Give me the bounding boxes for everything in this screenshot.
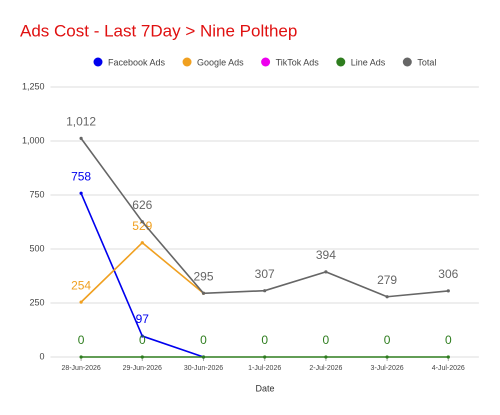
point bbox=[140, 355, 144, 359]
point bbox=[324, 270, 328, 274]
y-tick-label: 500 bbox=[29, 243, 44, 253]
data-label: 279 bbox=[377, 273, 397, 287]
data-label: 529 bbox=[132, 219, 152, 233]
point bbox=[201, 355, 206, 359]
x-axis-label: Date bbox=[255, 383, 274, 393]
data-label: 0 bbox=[261, 333, 268, 347]
data-label: 0 bbox=[445, 333, 452, 347]
x-tick-label: 29-Jun-2026 bbox=[123, 365, 162, 372]
data-label: 254 bbox=[71, 278, 91, 292]
point bbox=[385, 295, 389, 299]
y-tick-label: 750 bbox=[29, 189, 44, 199]
legend-marker bbox=[402, 57, 412, 67]
y-tick-label: 1,250 bbox=[22, 81, 45, 91]
point bbox=[263, 289, 267, 293]
x-tick-label: 30-Jun-2026 bbox=[184, 365, 223, 372]
data-label: 0 bbox=[78, 333, 85, 347]
legend-marker bbox=[93, 57, 103, 67]
point bbox=[140, 220, 144, 224]
legend-label: Line Ads bbox=[351, 57, 386, 67]
point bbox=[79, 355, 83, 359]
x-tick-label: 2-Jul-2026 bbox=[309, 365, 342, 372]
data-label: 758 bbox=[71, 169, 91, 183]
point bbox=[324, 355, 328, 359]
legend-marker bbox=[261, 57, 271, 67]
data-label: 0 bbox=[200, 333, 207, 347]
data-label: 0 bbox=[323, 333, 330, 347]
y-tick-label: 250 bbox=[29, 297, 44, 307]
data-label: 306 bbox=[438, 267, 458, 281]
x-tick-label: 3-Jul-2026 bbox=[371, 365, 404, 372]
point bbox=[263, 355, 267, 359]
data-label: 0 bbox=[139, 333, 146, 347]
legend-label: Google Ads bbox=[197, 57, 244, 67]
point bbox=[201, 291, 206, 295]
point bbox=[446, 289, 450, 293]
y-tick-label: 1,000 bbox=[22, 135, 45, 145]
data-label: 626 bbox=[132, 198, 152, 212]
point bbox=[79, 191, 83, 195]
point bbox=[140, 334, 144, 338]
x-tick-label: 1-Jul-2026 bbox=[248, 365, 281, 372]
legend-marker bbox=[182, 57, 192, 67]
legend-marker bbox=[336, 57, 346, 67]
data-label: 307 bbox=[255, 267, 275, 281]
x-tick-label: 4-Jul-2026 bbox=[432, 365, 465, 372]
data-label: 1,012 bbox=[66, 115, 96, 129]
y-tick-label: 0 bbox=[39, 351, 44, 361]
legend-label: Total bbox=[417, 57, 436, 67]
data-label: 394 bbox=[316, 248, 336, 262]
data-label: 97 bbox=[136, 312, 150, 326]
chart-title: Ads Cost - Last 7Day > Nine Polthep bbox=[20, 21, 297, 40]
point bbox=[79, 300, 83, 304]
data-label: 295 bbox=[193, 269, 213, 283]
point bbox=[140, 241, 144, 245]
legend-label: Facebook Ads bbox=[108, 57, 166, 67]
point bbox=[385, 355, 389, 359]
data-label: 0 bbox=[384, 333, 391, 347]
point bbox=[79, 136, 83, 141]
point bbox=[446, 355, 450, 359]
legend-label: TikTok Ads bbox=[276, 57, 320, 67]
x-tick-label: 28-Jun-2026 bbox=[61, 365, 100, 372]
